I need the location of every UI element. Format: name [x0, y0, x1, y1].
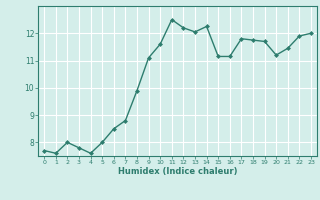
X-axis label: Humidex (Indice chaleur): Humidex (Indice chaleur) [118, 167, 237, 176]
